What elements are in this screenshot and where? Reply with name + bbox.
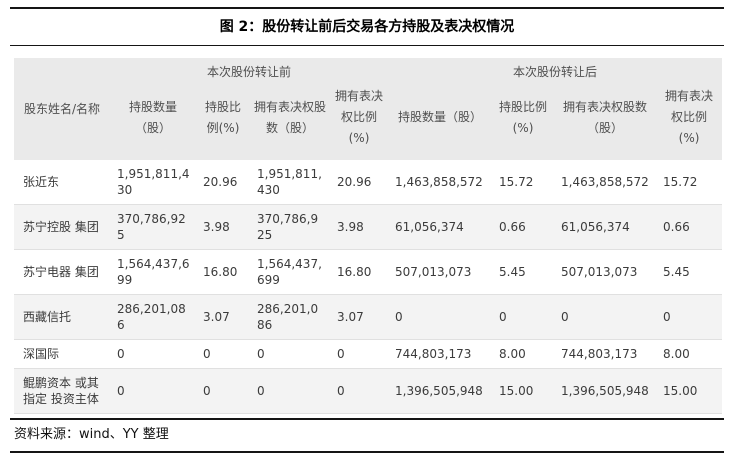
- value-cell: 0.66: [656, 204, 723, 250]
- value-cell: 0: [330, 368, 389, 414]
- source-note: 资料来源：wind、YY 整理: [14, 427, 169, 442]
- value-cell: 1,951,811,430: [110, 160, 196, 205]
- value-cell: 744,803,173: [554, 339, 657, 369]
- col-header-after-voting-shares: 拥有表决权股数（股）: [554, 82, 657, 160]
- value-cell: 0: [388, 294, 493, 340]
- value-cell: 3.07: [330, 294, 389, 340]
- table-row: 深国际 0 0 0 0 744,803,173 8.00 744,803,173…: [14, 339, 723, 369]
- table-row: 苏宁控股 集团 370,786,925 3.98 370,786,925 3.9…: [14, 204, 723, 250]
- shareholder-name-cell: 深国际: [14, 339, 110, 369]
- value-cell: 370,786,925: [250, 204, 330, 250]
- table-row: 张近东 1,951,811,430 20.96 1,951,811,430 20…: [14, 160, 723, 205]
- value-cell: 507,013,073: [554, 249, 657, 295]
- value-cell: 1,564,437,699: [250, 249, 330, 295]
- value-cell: 286,201,086: [250, 294, 330, 340]
- value-cell: 15.72: [656, 160, 723, 205]
- col-header-before-shares: 持股数量（股）: [110, 82, 196, 160]
- value-cell: 1,463,858,572: [554, 160, 657, 205]
- value-cell: 0: [492, 294, 555, 340]
- col-header-shareholder: 股东姓名/名称: [14, 58, 110, 160]
- value-cell: 0: [250, 368, 330, 414]
- value-cell: 0: [110, 339, 196, 369]
- value-cell: 20.96: [196, 160, 250, 205]
- bottom-rule: [10, 451, 724, 453]
- value-cell: 1,396,505,948: [554, 368, 657, 414]
- group-header-before: 本次股份转让前: [110, 58, 389, 82]
- value-cell: 0: [656, 294, 723, 340]
- value-cell: 15.00: [492, 368, 555, 414]
- value-cell: 20.96: [330, 160, 389, 205]
- value-cell: 286,201,086: [110, 294, 196, 340]
- value-cell: 5.45: [656, 249, 723, 295]
- top-rule: [10, 7, 724, 9]
- value-cell: 1,951,811,430: [250, 160, 330, 205]
- table-row: 苏宁电器 集团 1,564,437,699 16.80 1,564,437,69…: [14, 249, 723, 295]
- value-cell: 15.72: [492, 160, 555, 205]
- value-cell: 0.66: [492, 204, 555, 250]
- value-cell: 0: [196, 339, 250, 369]
- value-cell: 61,056,374: [554, 204, 657, 250]
- value-cell: 1,564,437,699: [110, 249, 196, 295]
- shareholder-name-cell: 苏宁控股 集团: [14, 204, 110, 250]
- value-cell: 0: [330, 339, 389, 369]
- value-cell: 744,803,173: [388, 339, 493, 369]
- table-row: 西藏信托 286,201,086 3.07 286,201,086 3.07 0…: [14, 294, 723, 340]
- table-row: 鲲鹏资本 或其指定 投资主体 0 0 0 0 1,396,505,948 15.…: [14, 368, 723, 414]
- value-cell: 370,786,925: [110, 204, 196, 250]
- shareholding-table: 股东姓名/名称 本次股份转让前 本次股份转让后 持股数量（股） 持股比例(%) …: [14, 58, 723, 414]
- value-cell: 0: [250, 339, 330, 369]
- column-header-row: 持股数量（股） 持股比例(%) 拥有表决权股数（股） 拥有表决权比例(%) 持股…: [14, 82, 723, 160]
- value-cell: 8.00: [492, 339, 555, 369]
- source-divider: [10, 418, 724, 420]
- shareholder-name-cell: 张近东: [14, 160, 110, 205]
- value-cell: 5.45: [492, 249, 555, 295]
- col-header-before-voting-ratio: 拥有表决权比例(%): [330, 82, 389, 160]
- value-cell: 507,013,073: [388, 249, 493, 295]
- col-header-before-voting-shares: 拥有表决权股数（股）: [250, 82, 330, 160]
- value-cell: 1,463,858,572: [388, 160, 493, 205]
- col-header-after-shares: 持股数量（股）: [388, 82, 493, 160]
- value-cell: 16.80: [196, 249, 250, 295]
- value-cell: 0: [554, 294, 657, 340]
- value-cell: 0: [110, 368, 196, 414]
- shareholder-name-cell: 苏宁电器 集团: [14, 249, 110, 295]
- title-divider: [10, 45, 724, 46]
- value-cell: 16.80: [330, 249, 389, 295]
- figure-title: 图 2：股份转让前后交易各方持股及表决权情况: [219, 19, 515, 35]
- shareholder-name-cell: 鲲鹏资本 或其指定 投资主体: [14, 368, 110, 414]
- value-cell: 15.00: [656, 368, 723, 414]
- value-cell: 3.07: [196, 294, 250, 340]
- col-header-after-ratio: 持股比例(%): [492, 82, 555, 160]
- value-cell: 3.98: [330, 204, 389, 250]
- value-cell: 1,396,505,948: [388, 368, 493, 414]
- value-cell: 61,056,374: [388, 204, 493, 250]
- group-header-row: 股东姓名/名称 本次股份转让前 本次股份转让后: [14, 58, 723, 160]
- value-cell: 8.00: [656, 339, 723, 369]
- group-header-after: 本次股份转让后: [388, 58, 723, 82]
- value-cell: 3.98: [196, 204, 250, 250]
- col-header-before-ratio: 持股比例(%): [196, 82, 250, 160]
- value-cell: 0: [196, 368, 250, 414]
- shareholder-name-cell: 西藏信托: [14, 294, 110, 340]
- col-header-after-voting-ratio: 拥有表决权比例(%): [656, 82, 723, 160]
